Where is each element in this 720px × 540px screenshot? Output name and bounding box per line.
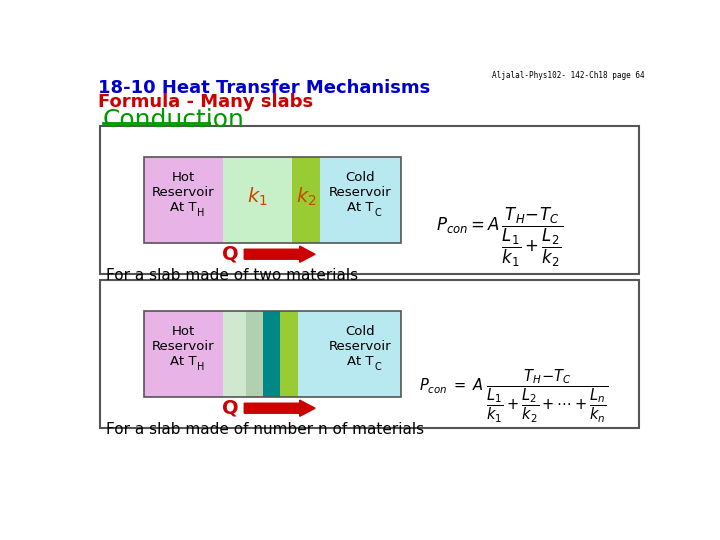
FancyArrow shape [244,246,315,262]
Text: Hot
Reservoir
At T: Hot Reservoir At T [152,171,215,214]
Text: C: C [374,208,381,218]
Bar [246,311,263,397]
Text: $k_1$: $k_1$ [247,186,268,208]
Text: Formula - Many slabs: Formula - Many slabs [98,92,313,111]
Text: Q: Q [222,245,239,264]
Bar [144,311,222,397]
Bar [292,157,320,244]
Text: 18-10 Heat Transfer Mechanisms: 18-10 Heat Transfer Mechanisms [98,79,431,97]
Bar [144,157,401,244]
Bar [279,311,298,397]
Text: C: C [374,362,381,372]
Bar [222,311,246,397]
FancyArrow shape [244,400,315,416]
Text: $k_2$: $k_2$ [296,186,316,208]
Bar [320,157,401,244]
Text: $P_{con} = A\,\dfrac{T_H\!-\!T_C}{\dfrac{L_1}{k_1}+\dfrac{L_2}{k_2}}$: $P_{con} = A\,\dfrac{T_H\!-\!T_C}{\dfrac… [436,206,564,269]
Text: H: H [197,208,204,218]
Text: Aljalal-Phys102- 142-Ch18 page 64: Aljalal-Phys102- 142-Ch18 page 64 [492,71,644,80]
Bar [222,157,292,244]
Bar [298,311,401,397]
Text: For a slab made of two materials: For a slab made of two materials [106,268,358,283]
Bar [99,126,639,274]
Text: $P_{con}\;=\;A\;\dfrac{T_H\!-\!T_C}{\dfrac{L_1}{k_1}+\dfrac{L_2}{k_2}+\cdots+\df: $P_{con}\;=\;A\;\dfrac{T_H\!-\!T_C}{\dfr… [419,367,608,424]
Text: For a slab made of number n of materials: For a slab made of number n of materials [106,422,424,437]
Text: Conduction: Conduction [102,108,245,132]
Text: Hot
Reservoir
At T: Hot Reservoir At T [152,325,215,368]
Text: Cold
Reservoir
At T: Cold Reservoir At T [329,171,392,214]
Bar [99,280,639,428]
Text: Cold
Reservoir
At T: Cold Reservoir At T [329,325,392,368]
Text: Q: Q [222,399,239,418]
Text: H: H [197,362,204,372]
Bar [144,157,222,244]
Bar [144,311,401,397]
Bar [263,311,279,397]
